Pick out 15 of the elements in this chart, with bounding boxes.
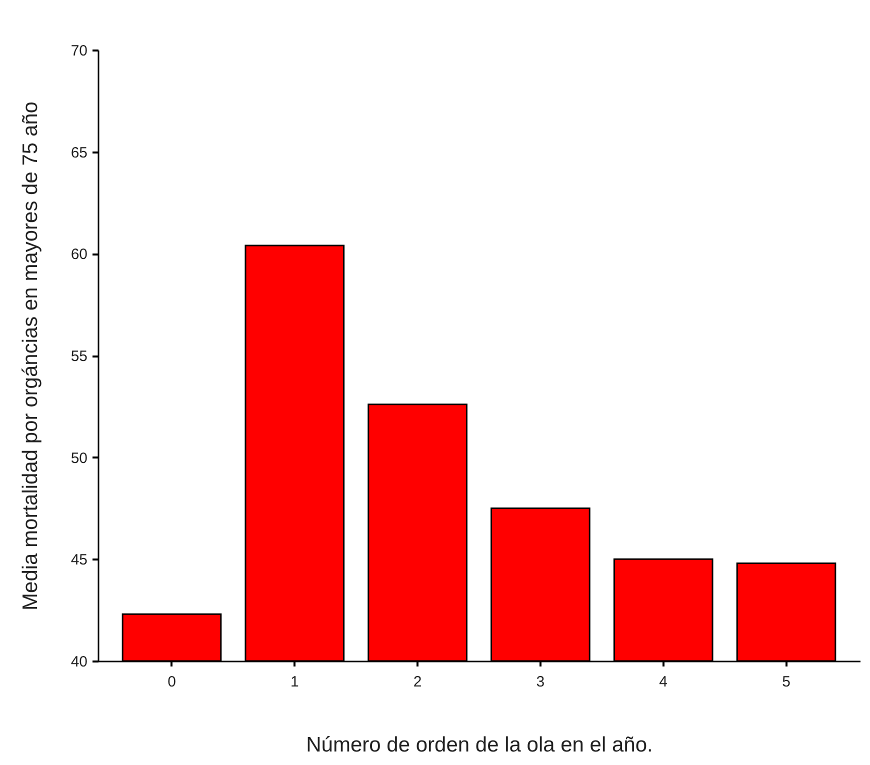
x-tick-label: 3 — [536, 674, 545, 690]
y-tick-label: 60 — [70, 246, 88, 264]
x-tick-label: 5 — [782, 674, 790, 690]
y-tick-label: 45 — [70, 552, 88, 569]
x-tick-label: 0 — [168, 674, 176, 690]
y-tick-label: 40 — [70, 654, 88, 670]
x-tick-label: 2 — [413, 674, 422, 690]
y-tick-label: 55 — [70, 348, 88, 365]
y-tick-label: 70 — [70, 42, 88, 60]
y-tick-label: 65 — [70, 144, 88, 162]
x-tick-label: 4 — [659, 674, 668, 690]
x-tick-label: 1 — [290, 674, 299, 690]
y-axis-title: Media mortalidad por orgáncias en mayores de 75 año — [18, 102, 42, 610]
x-axis-title: Número de orden de la ola en el año. — [306, 734, 653, 756]
y-tick-label: 50 — [70, 450, 88, 467]
